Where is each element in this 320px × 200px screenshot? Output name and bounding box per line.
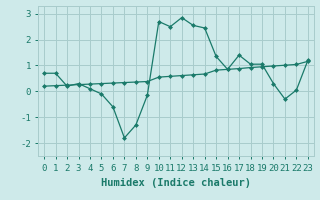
- X-axis label: Humidex (Indice chaleur): Humidex (Indice chaleur): [101, 178, 251, 188]
